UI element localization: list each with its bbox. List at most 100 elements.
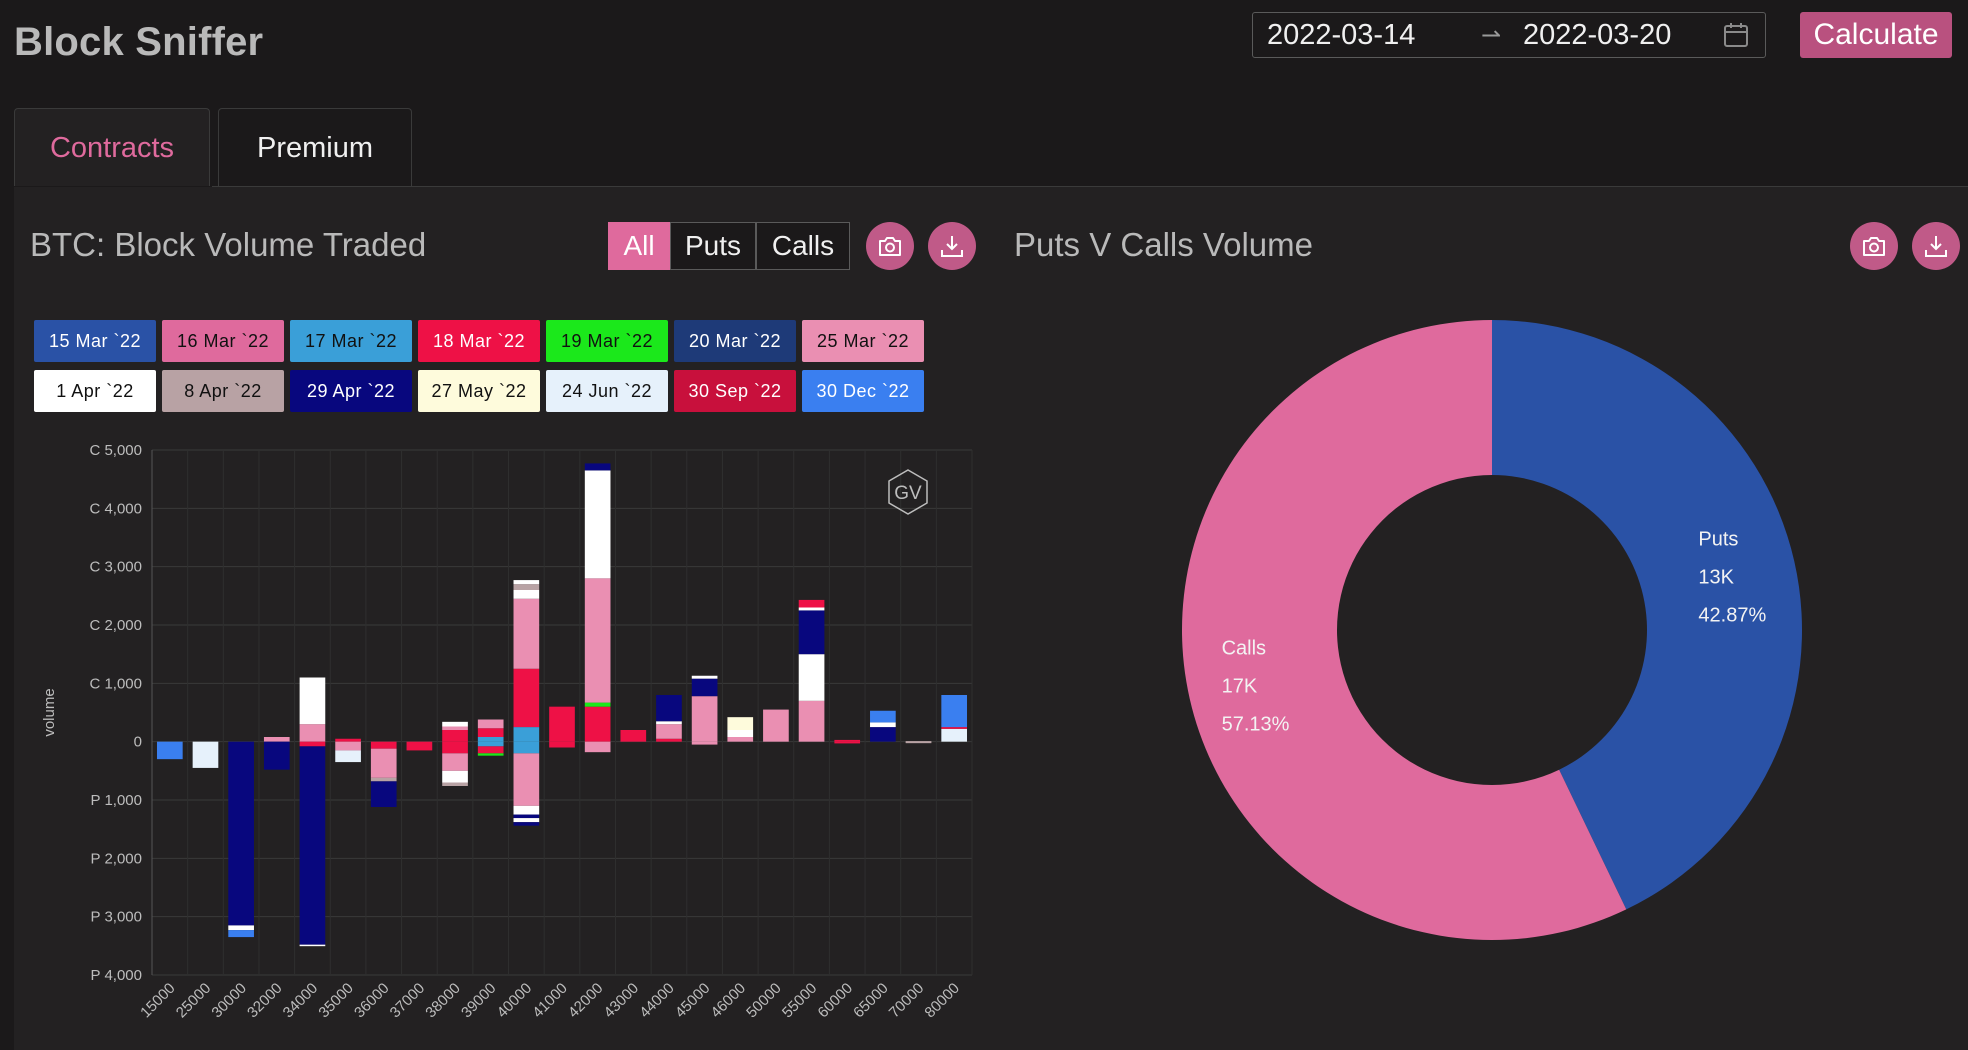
bar-segment bbox=[834, 739, 861, 742]
donut-slice bbox=[1181, 320, 1627, 940]
date-range-picker[interactable]: 2022-03-14 ⇀ 2022-03-20 bbox=[1252, 12, 1766, 58]
legend-item[interactable]: 20 Mar `22 bbox=[674, 320, 796, 362]
legend-item[interactable]: 18 Mar `22 bbox=[418, 320, 540, 362]
y-tick-label: 0 bbox=[134, 734, 142, 751]
bar-segment bbox=[941, 728, 968, 742]
legend-item[interactable]: 17 Mar `22 bbox=[290, 320, 412, 362]
bar-segment bbox=[442, 770, 468, 783]
bar-segment bbox=[727, 730, 754, 737]
x-tick-label: 50000 bbox=[743, 980, 785, 1022]
bar-segment bbox=[513, 668, 540, 728]
bar-segment bbox=[299, 746, 326, 945]
date-end-input[interactable]: 2022-03-20 bbox=[1523, 19, 1672, 51]
calendar-icon[interactable] bbox=[1723, 22, 1749, 48]
bar-segment bbox=[477, 746, 504, 754]
legend-item[interactable]: 30 Dec `22 bbox=[802, 370, 924, 412]
bar-segment bbox=[798, 607, 825, 611]
y-tick-label: C 4,000 bbox=[89, 500, 142, 517]
bar-segment bbox=[442, 741, 468, 754]
bar-segment bbox=[513, 818, 540, 823]
y-axis-label: volume bbox=[41, 688, 58, 736]
bar-segment bbox=[656, 721, 682, 725]
filter-calls-button[interactable]: Calls bbox=[756, 222, 850, 270]
legend-item[interactable]: 1 Apr `22 bbox=[34, 370, 156, 412]
download-button[interactable] bbox=[928, 222, 976, 270]
y-tick-label: C 1,000 bbox=[89, 675, 142, 692]
x-tick-label: 80000 bbox=[921, 980, 963, 1022]
pie-screenshot-button[interactable] bbox=[1850, 222, 1898, 270]
filter-puts-button[interactable]: Puts bbox=[670, 222, 756, 270]
bar-segment bbox=[584, 463, 611, 471]
filter-segmented-control: All Puts Calls bbox=[608, 222, 850, 270]
legend-item[interactable]: 27 May `22 bbox=[418, 370, 540, 412]
bar-segment bbox=[584, 470, 611, 579]
legend-item[interactable]: 25 Mar `22 bbox=[802, 320, 924, 362]
bar-segment bbox=[513, 753, 540, 806]
bar-segment bbox=[299, 677, 326, 725]
bar-segment bbox=[656, 695, 682, 722]
tab-premium[interactable]: Premium bbox=[218, 108, 412, 186]
donut-label: 17K bbox=[1222, 675, 1258, 697]
bar-segment bbox=[228, 741, 254, 926]
x-tick-label: 40000 bbox=[494, 980, 536, 1022]
bar-segment bbox=[513, 598, 540, 669]
legend-item[interactable]: 24 Jun `22 bbox=[546, 370, 668, 412]
bar-segment bbox=[656, 738, 682, 742]
bar-segment bbox=[228, 930, 254, 938]
x-tick-label: 37000 bbox=[387, 980, 429, 1022]
bar-segment bbox=[442, 726, 468, 730]
bar-segment bbox=[477, 728, 504, 737]
filter-all-button[interactable]: All bbox=[608, 222, 670, 270]
bar-segment bbox=[870, 727, 896, 742]
bar-segment bbox=[335, 738, 361, 742]
tab-contracts[interactable]: Contracts bbox=[14, 108, 210, 186]
y-tick-label: P 4,000 bbox=[91, 967, 142, 984]
bar-segment bbox=[263, 737, 290, 742]
range-arrow-icon: ⇀ bbox=[1481, 22, 1502, 49]
legend-item[interactable]: 30 Sep `22 bbox=[674, 370, 796, 412]
bar-segment bbox=[370, 781, 397, 807]
bar-segment bbox=[335, 750, 361, 763]
x-tick-label: 35000 bbox=[315, 980, 357, 1022]
bar-segment bbox=[370, 741, 397, 749]
x-tick-label: 34000 bbox=[280, 980, 322, 1022]
bar-segment bbox=[370, 748, 397, 778]
bar-segment bbox=[513, 580, 540, 585]
bar-segment bbox=[442, 721, 468, 727]
bar-segment bbox=[513, 590, 540, 599]
legend-item[interactable]: 8 Apr `22 bbox=[162, 370, 284, 412]
puts-calls-title: Puts V Calls Volume bbox=[1014, 226, 1313, 263]
date-start-input[interactable]: 2022-03-14 bbox=[1267, 19, 1416, 51]
x-tick-label: 60000 bbox=[815, 980, 857, 1022]
legend-item[interactable]: 29 Apr `22 bbox=[290, 370, 412, 412]
bar-segment bbox=[870, 722, 896, 728]
legend-item[interactable]: 15 Mar `22 bbox=[34, 320, 156, 362]
bar-segment bbox=[442, 782, 468, 786]
camera-icon bbox=[1863, 237, 1885, 256]
screenshot-button[interactable] bbox=[866, 222, 914, 270]
bar-segment bbox=[228, 925, 254, 931]
pie-download-button[interactable] bbox=[1912, 222, 1960, 270]
bar-segment bbox=[941, 695, 968, 728]
camera-icon bbox=[879, 237, 901, 256]
legend-item[interactable]: 16 Mar `22 bbox=[162, 320, 284, 362]
bar-segment bbox=[870, 710, 896, 723]
bar-segment bbox=[442, 753, 468, 771]
bar-segment bbox=[513, 805, 540, 815]
bar-segment bbox=[406, 741, 433, 751]
bar-segment bbox=[798, 599, 825, 608]
bar-segment bbox=[727, 737, 754, 742]
bar-segment bbox=[798, 700, 825, 742]
calculate-button[interactable]: Calculate bbox=[1800, 12, 1952, 58]
bar-segment bbox=[263, 741, 290, 770]
bar-segment bbox=[691, 696, 718, 742]
x-tick-label: 39000 bbox=[458, 980, 500, 1022]
download-icon bbox=[1925, 236, 1947, 257]
bar-segment bbox=[477, 737, 504, 742]
bar-segment bbox=[299, 724, 326, 742]
x-tick-label: 38000 bbox=[422, 980, 464, 1022]
gv-logo: GV bbox=[888, 469, 928, 515]
donut-label: 42.87% bbox=[1698, 605, 1766, 627]
legend-item[interactable]: 19 Mar `22 bbox=[546, 320, 668, 362]
bar-segment bbox=[192, 741, 219, 768]
